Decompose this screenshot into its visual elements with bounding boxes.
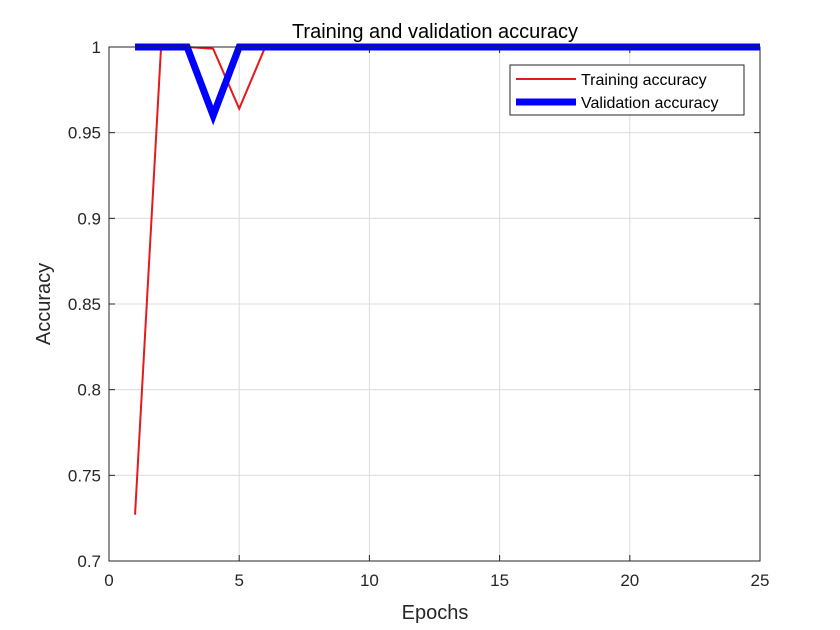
- x-axis-title: Epochs: [402, 602, 469, 624]
- x-tick-label: 25: [751, 571, 770, 590]
- legend-box: [509, 64, 745, 116]
- chart-title: Training and validation accuracy: [292, 21, 578, 43]
- y-tick-label: 0.85: [68, 295, 101, 314]
- x-tick-label: 10: [360, 571, 379, 590]
- tick-labels: 0 5 10 15 20 25 0.7 0.75 0.8 0.85 0.9 0.95 1: [68, 38, 770, 590]
- legend-label-validation: Validation accuracy: [581, 95, 719, 112]
- legend-label-training: Training accuracy: [581, 72, 707, 89]
- legend: Training accuracy Validation accuracy: [509, 64, 745, 116]
- x-tick-label: 0: [104, 571, 113, 590]
- y-tick-label: 1: [92, 38, 101, 57]
- x-tick-label: 15: [490, 571, 509, 590]
- y-tick-label: 0.75: [68, 466, 101, 485]
- y-tick-label: 0.95: [68, 124, 101, 143]
- x-tick-label: 5: [234, 571, 243, 590]
- y-tick-label: 0.9: [77, 209, 101, 228]
- y-axis-title: Accuracy: [33, 263, 55, 345]
- y-tick-label: 0.8: [77, 381, 101, 400]
- x-tick-label: 20: [620, 571, 639, 590]
- y-tick-label: 0.7: [77, 552, 101, 571]
